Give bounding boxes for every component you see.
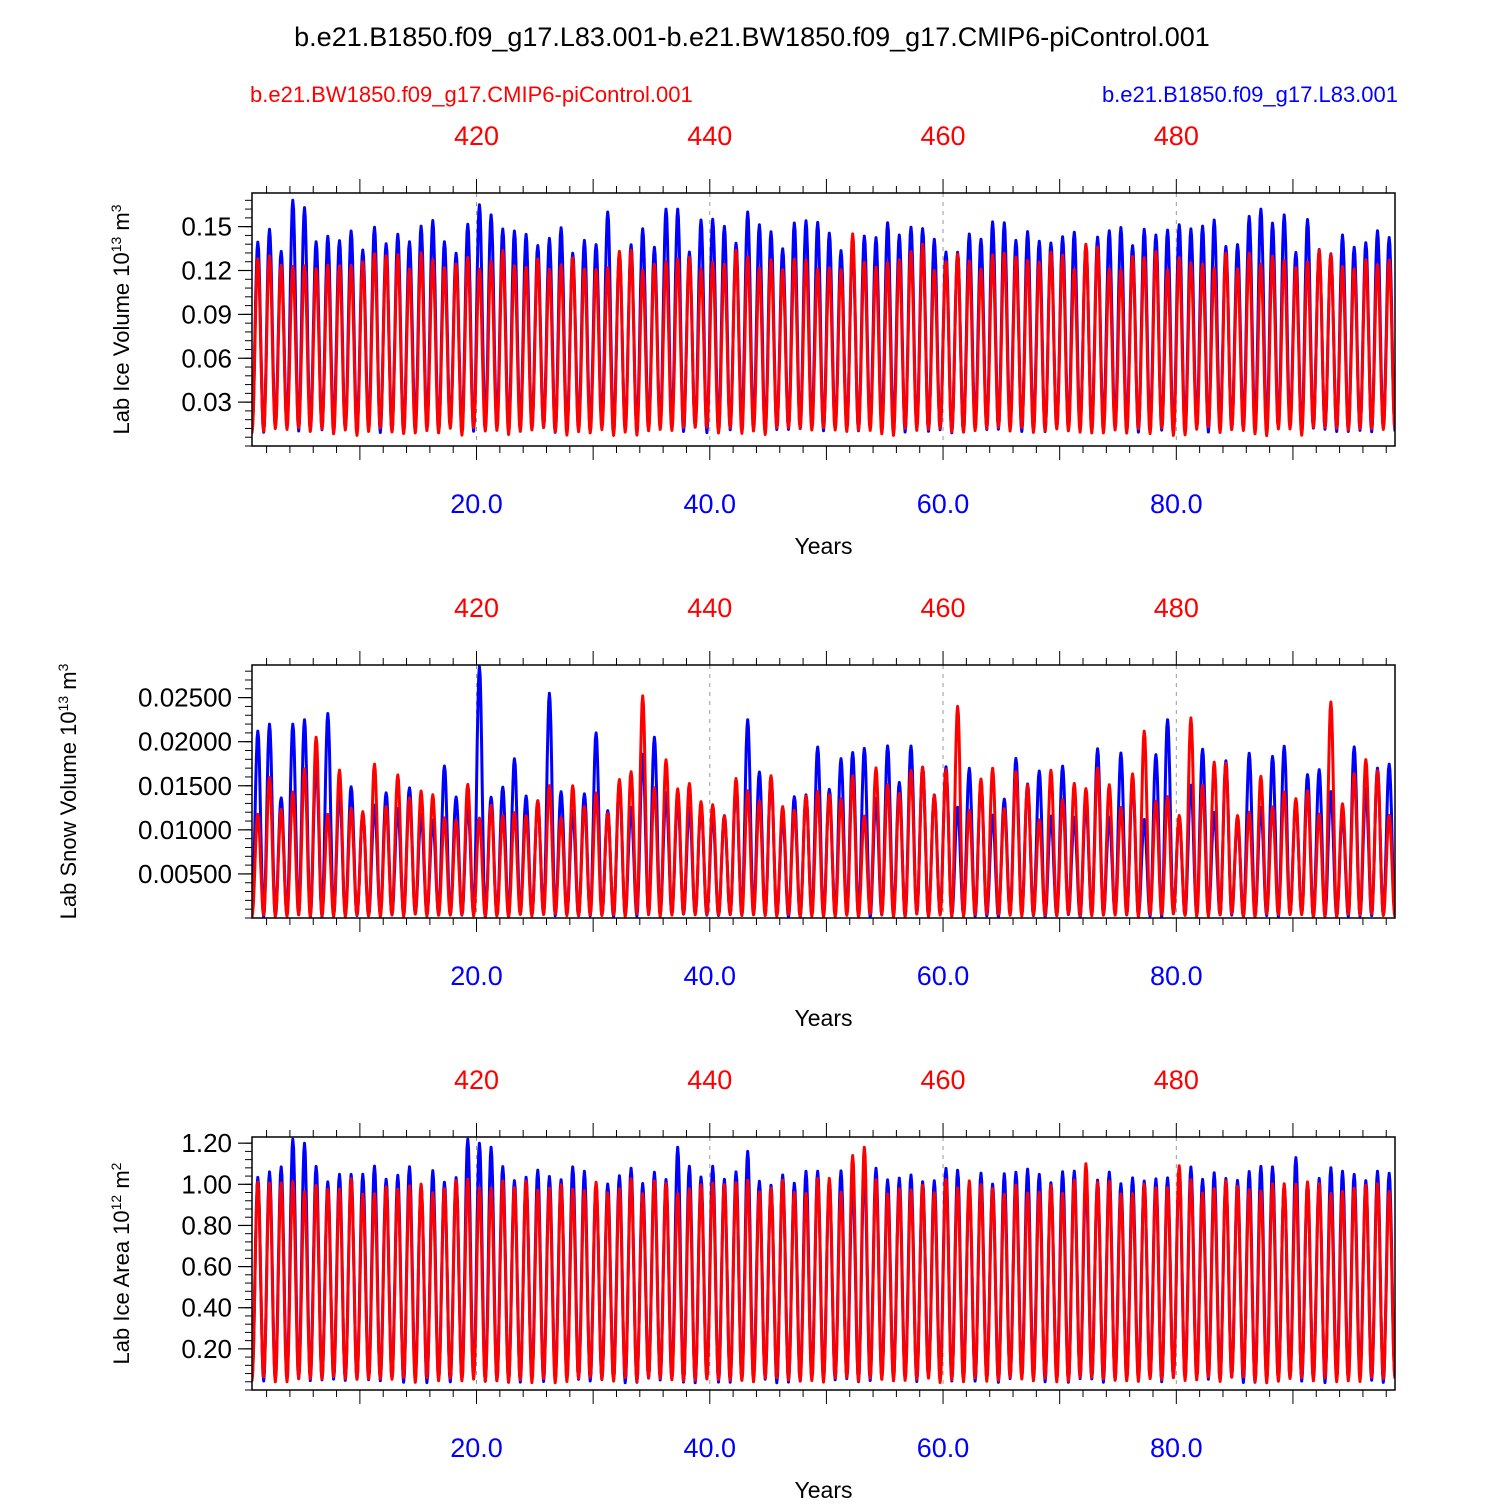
y-tick-label: 0.80	[181, 1210, 232, 1240]
x-tick-label-top: 420	[454, 121, 499, 151]
figure-title: b.e21.B1850.f09_g17.L83.001-b.e21.BW1850…	[294, 22, 1210, 52]
x-tick-label-bottom: 60.0	[917, 961, 970, 991]
y-tick-label: 0.06	[181, 343, 232, 373]
x-tick-label-top: 460	[921, 121, 966, 151]
x-tick-label-top: 440	[687, 1065, 732, 1095]
y-tick-label: 0.20	[181, 1334, 232, 1364]
legend-case-label: b.e21.B1850.f09_g17.L83.001	[1102, 82, 1398, 107]
x-tick-label-bottom: 20.0	[450, 961, 503, 991]
x-tick-label-top: 480	[1154, 121, 1199, 151]
y-tick-label: 0.60	[181, 1252, 232, 1282]
panels: 0.03 0.06 0.09 0.12 0.15 20.0 420 40.0 440 60.0 46…	[55, 121, 1396, 1503]
series-line-control	[252, 694, 1395, 918]
y-tick-label: 0.03	[181, 387, 232, 417]
x-axis-label: Years	[795, 1005, 853, 1031]
y-tick-label: 0.02500	[138, 683, 232, 713]
x-axis-label: Years	[795, 533, 853, 559]
x-tick-label-bottom: 60.0	[917, 489, 970, 519]
chart-panel-3: 0.20 0.40 0.60 0.80 1.00 1.20 20.0 420 40.0 440 60…	[108, 1065, 1396, 1503]
plot-frame	[251, 192, 1396, 447]
y-axis-label: Lab Snow Volume 1013 m3	[55, 663, 81, 919]
x-tick-label-bottom: 60.0	[917, 1433, 970, 1463]
x-tick-label-bottom: 80.0	[1150, 1433, 1203, 1463]
x-tick-label-top: 440	[687, 593, 732, 623]
chart-panel-2: 0.00500 0.01000 0.01500 0.02000 0.02500 20.0 4…	[55, 593, 1396, 1031]
x-tick-label-top: 460	[921, 593, 966, 623]
x-tick-label-bottom: 40.0	[684, 1433, 737, 1463]
series-line-control	[252, 1145, 1395, 1385]
x-tick-label-top: 420	[454, 593, 499, 623]
y-tick-label: 0.15	[181, 212, 232, 242]
series-line-control	[252, 232, 1395, 438]
y-tick-label: 1.00	[181, 1169, 232, 1199]
x-tick-label-bottom: 40.0	[684, 489, 737, 519]
x-tick-label-top: 440	[687, 121, 732, 151]
y-tick-label: 0.02000	[138, 727, 232, 757]
x-axis-label: Years	[795, 1477, 853, 1500]
y-tick-label: 1.20	[181, 1128, 232, 1158]
x-tick-label-top: 420	[454, 1065, 499, 1095]
x-tick-label-bottom: 40.0	[684, 961, 737, 991]
plot-frame	[251, 1136, 1396, 1391]
plot-frame	[251, 664, 1396, 919]
legend-control-label: b.e21.BW1850.f09_g17.CMIP6-piControl.001	[250, 82, 693, 107]
y-tick-label: 0.01500	[138, 771, 232, 801]
x-tick-label-top: 480	[1154, 1065, 1199, 1095]
chart-panel-1: 0.03 0.06 0.09 0.12 0.15 20.0 420 40.0 440 60.0 46…	[108, 121, 1396, 559]
x-tick-label-top: 480	[1154, 593, 1199, 623]
y-tick-label: 0.00500	[138, 859, 232, 889]
y-axis-label: Lab Ice Area 1012 m2	[108, 1162, 134, 1364]
y-tick-label: 0.40	[181, 1293, 232, 1323]
y-tick-label: 0.09	[181, 299, 232, 329]
y-tick-label: 0.01000	[138, 815, 232, 845]
x-tick-label-bottom: 20.0	[450, 1433, 503, 1463]
x-tick-label-bottom: 80.0	[1150, 961, 1203, 991]
x-tick-label-bottom: 80.0	[1150, 489, 1203, 519]
x-tick-label-top: 460	[921, 1065, 966, 1095]
y-axis-label: Lab Ice Volume 1013 m3	[108, 204, 134, 434]
y-tick-label: 0.12	[181, 256, 232, 286]
x-tick-label-bottom: 20.0	[450, 489, 503, 519]
